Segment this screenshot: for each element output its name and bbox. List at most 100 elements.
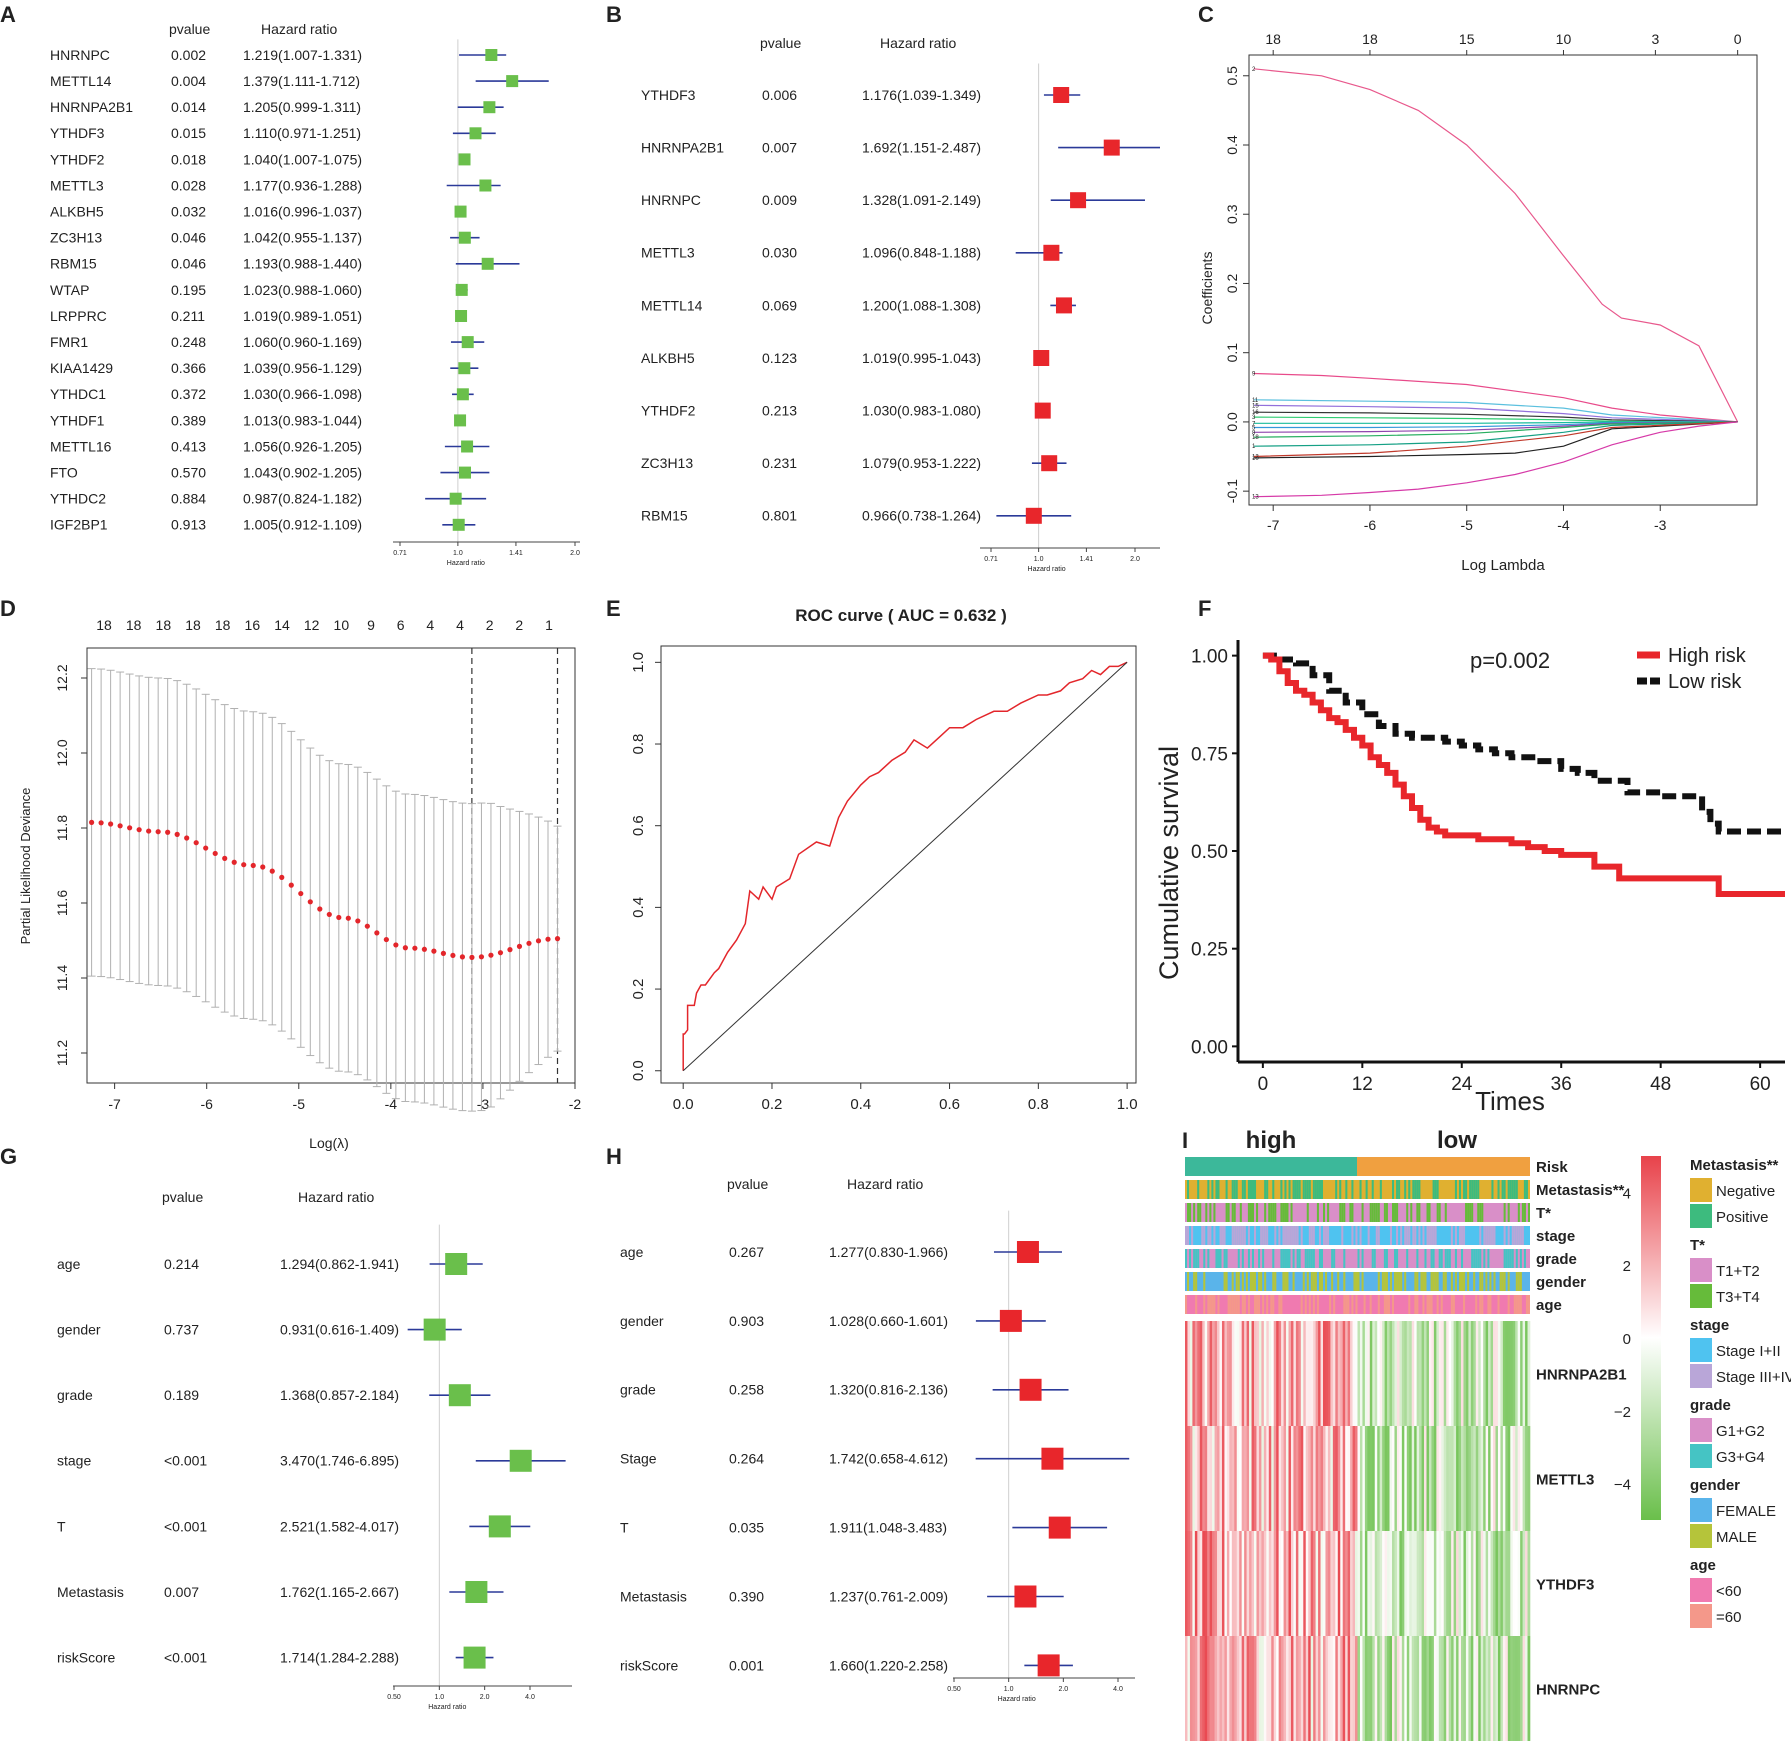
y-tick-label: 0.00 [1191, 1037, 1228, 1058]
y-tick-label: 12.2 [54, 664, 70, 691]
heatmap-cell [1246, 1426, 1250, 1531]
panel-label-a: A [0, 2, 16, 27]
heatmap-cell [1517, 1636, 1521, 1741]
heatmap-cell [1332, 1531, 1336, 1636]
heatmap-cell [1286, 1426, 1289, 1531]
x-axis-title: Hazard ratio [1028, 566, 1066, 573]
hr-marker [1037, 1654, 1060, 1677]
row-label: METTL3 [641, 245, 695, 261]
deviance-point [269, 868, 275, 874]
deviance-point [535, 938, 542, 944]
heatmap-cell [1330, 1636, 1334, 1741]
x-tick-label: 24 [1451, 1074, 1473, 1095]
heatmap-cell [1357, 1426, 1361, 1531]
annotation-cell [1491, 1180, 1494, 1199]
annotation-cell [1237, 1226, 1240, 1245]
heatmap-cell [1229, 1531, 1233, 1636]
annotation-cell [1479, 1203, 1482, 1222]
annotation-cell [1231, 1226, 1234, 1245]
legend-title: Metastasis** [1690, 1157, 1779, 1174]
annotation-cell [1475, 1295, 1478, 1314]
heatmap-cell [1350, 1426, 1353, 1531]
annotation-cell [1483, 1226, 1486, 1245]
row-pvalue: 0.413 [171, 438, 206, 454]
annotation-cell [1416, 1180, 1419, 1199]
annotation-cell [1223, 1226, 1226, 1245]
annotation-cell [1284, 1272, 1287, 1291]
heatmap-cell [1320, 1426, 1324, 1531]
deviance-point [497, 950, 504, 956]
heatmap-cell [1185, 1426, 1188, 1531]
row-label: gender [620, 1313, 664, 1329]
annotation-cell [1282, 1249, 1285, 1268]
hr-marker [448, 1384, 471, 1407]
legend-swatch [1690, 1204, 1712, 1228]
coef-path-line [1253, 68, 1739, 423]
heatmap-cell [1512, 1321, 1516, 1426]
annotation-cell [1225, 1272, 1228, 1291]
annotation-cell [1339, 1203, 1342, 1222]
heatmap-cell [1249, 1636, 1252, 1741]
heatmap-cell [1470, 1321, 1474, 1426]
heatmap-cell [1527, 1531, 1531, 1636]
heatmap-cell [1490, 1426, 1494, 1531]
deviance-point [317, 906, 323, 912]
heatmap-cell [1187, 1636, 1191, 1741]
annotation-cell [1392, 1295, 1395, 1314]
heatmap-cell [1458, 1636, 1462, 1741]
annotation-cell [1448, 1249, 1451, 1268]
row-hazard-ratio: 3.470(1.746-6.895) [280, 1453, 399, 1469]
heatmap-cell [1517, 1531, 1521, 1636]
y-tick-label: 11.8 [54, 815, 70, 841]
annotation-cell [1292, 1272, 1295, 1291]
heatmap-cell [1261, 1531, 1265, 1636]
annotation-cell [1383, 1203, 1386, 1222]
annotation-cell [1385, 1295, 1388, 1314]
top-tick-label: 18 [126, 617, 142, 633]
annotation-cell [1237, 1295, 1240, 1314]
path-index-label: 9 [1252, 371, 1256, 377]
heatmap-cell [1510, 1321, 1514, 1426]
heatmap-cell [1384, 1531, 1388, 1636]
row-hazard-ratio: 1.019(0.989-1.051) [243, 308, 362, 324]
heatmap-cell [1308, 1636, 1311, 1741]
heatmap-cell [1340, 1426, 1344, 1531]
legend-item-label: =60 [1716, 1609, 1741, 1626]
heatmap-cell [1394, 1321, 1398, 1426]
annotation-cell [1479, 1249, 1482, 1268]
heatmap-cell [1194, 1321, 1198, 1426]
annotation-cell [1515, 1249, 1518, 1268]
y-tick-label: 0.75 [1191, 744, 1228, 765]
row-label: HNRNPA2B1 [50, 99, 133, 115]
heatmap-cell [1335, 1636, 1339, 1741]
heatmap-cell [1463, 1321, 1467, 1426]
annotation-cell [1517, 1272, 1520, 1291]
annotation-cell [1458, 1180, 1461, 1199]
annotation-cell [1272, 1180, 1275, 1199]
heatmap-cell [1493, 1321, 1496, 1426]
heatmap-cell [1374, 1426, 1378, 1531]
annotation-cell [1487, 1295, 1490, 1314]
heatmap-cell [1505, 1636, 1509, 1741]
coef-path-line [1253, 421, 1738, 447]
row-label: riskScore [57, 1650, 116, 1666]
heatmap-cell [1192, 1426, 1196, 1531]
heatmap-cell [1411, 1636, 1415, 1741]
annotation-row-label: grade [1536, 1251, 1577, 1268]
heatmap-cell [1254, 1636, 1257, 1741]
annotation-cell [1308, 1180, 1311, 1199]
deviance-point [545, 936, 551, 942]
annotation-cell [1211, 1180, 1214, 1199]
heatmap-cell [1456, 1426, 1459, 1531]
annotation-cell [1197, 1180, 1200, 1199]
annotation-cell [1416, 1272, 1419, 1291]
heatmap-cell [1268, 1426, 1272, 1531]
x-axis-title: Times [1475, 1086, 1545, 1116]
heatmap-cell [1404, 1426, 1408, 1531]
heatmap-cell [1458, 1531, 1462, 1636]
annotation-cell [1254, 1180, 1257, 1199]
annotation-cell [1432, 1226, 1435, 1245]
heatmap-cell [1527, 1426, 1531, 1531]
legend-item-label: T3+T4 [1716, 1289, 1760, 1306]
row-hazard-ratio: 1.176(1.039-1.349) [862, 87, 981, 103]
